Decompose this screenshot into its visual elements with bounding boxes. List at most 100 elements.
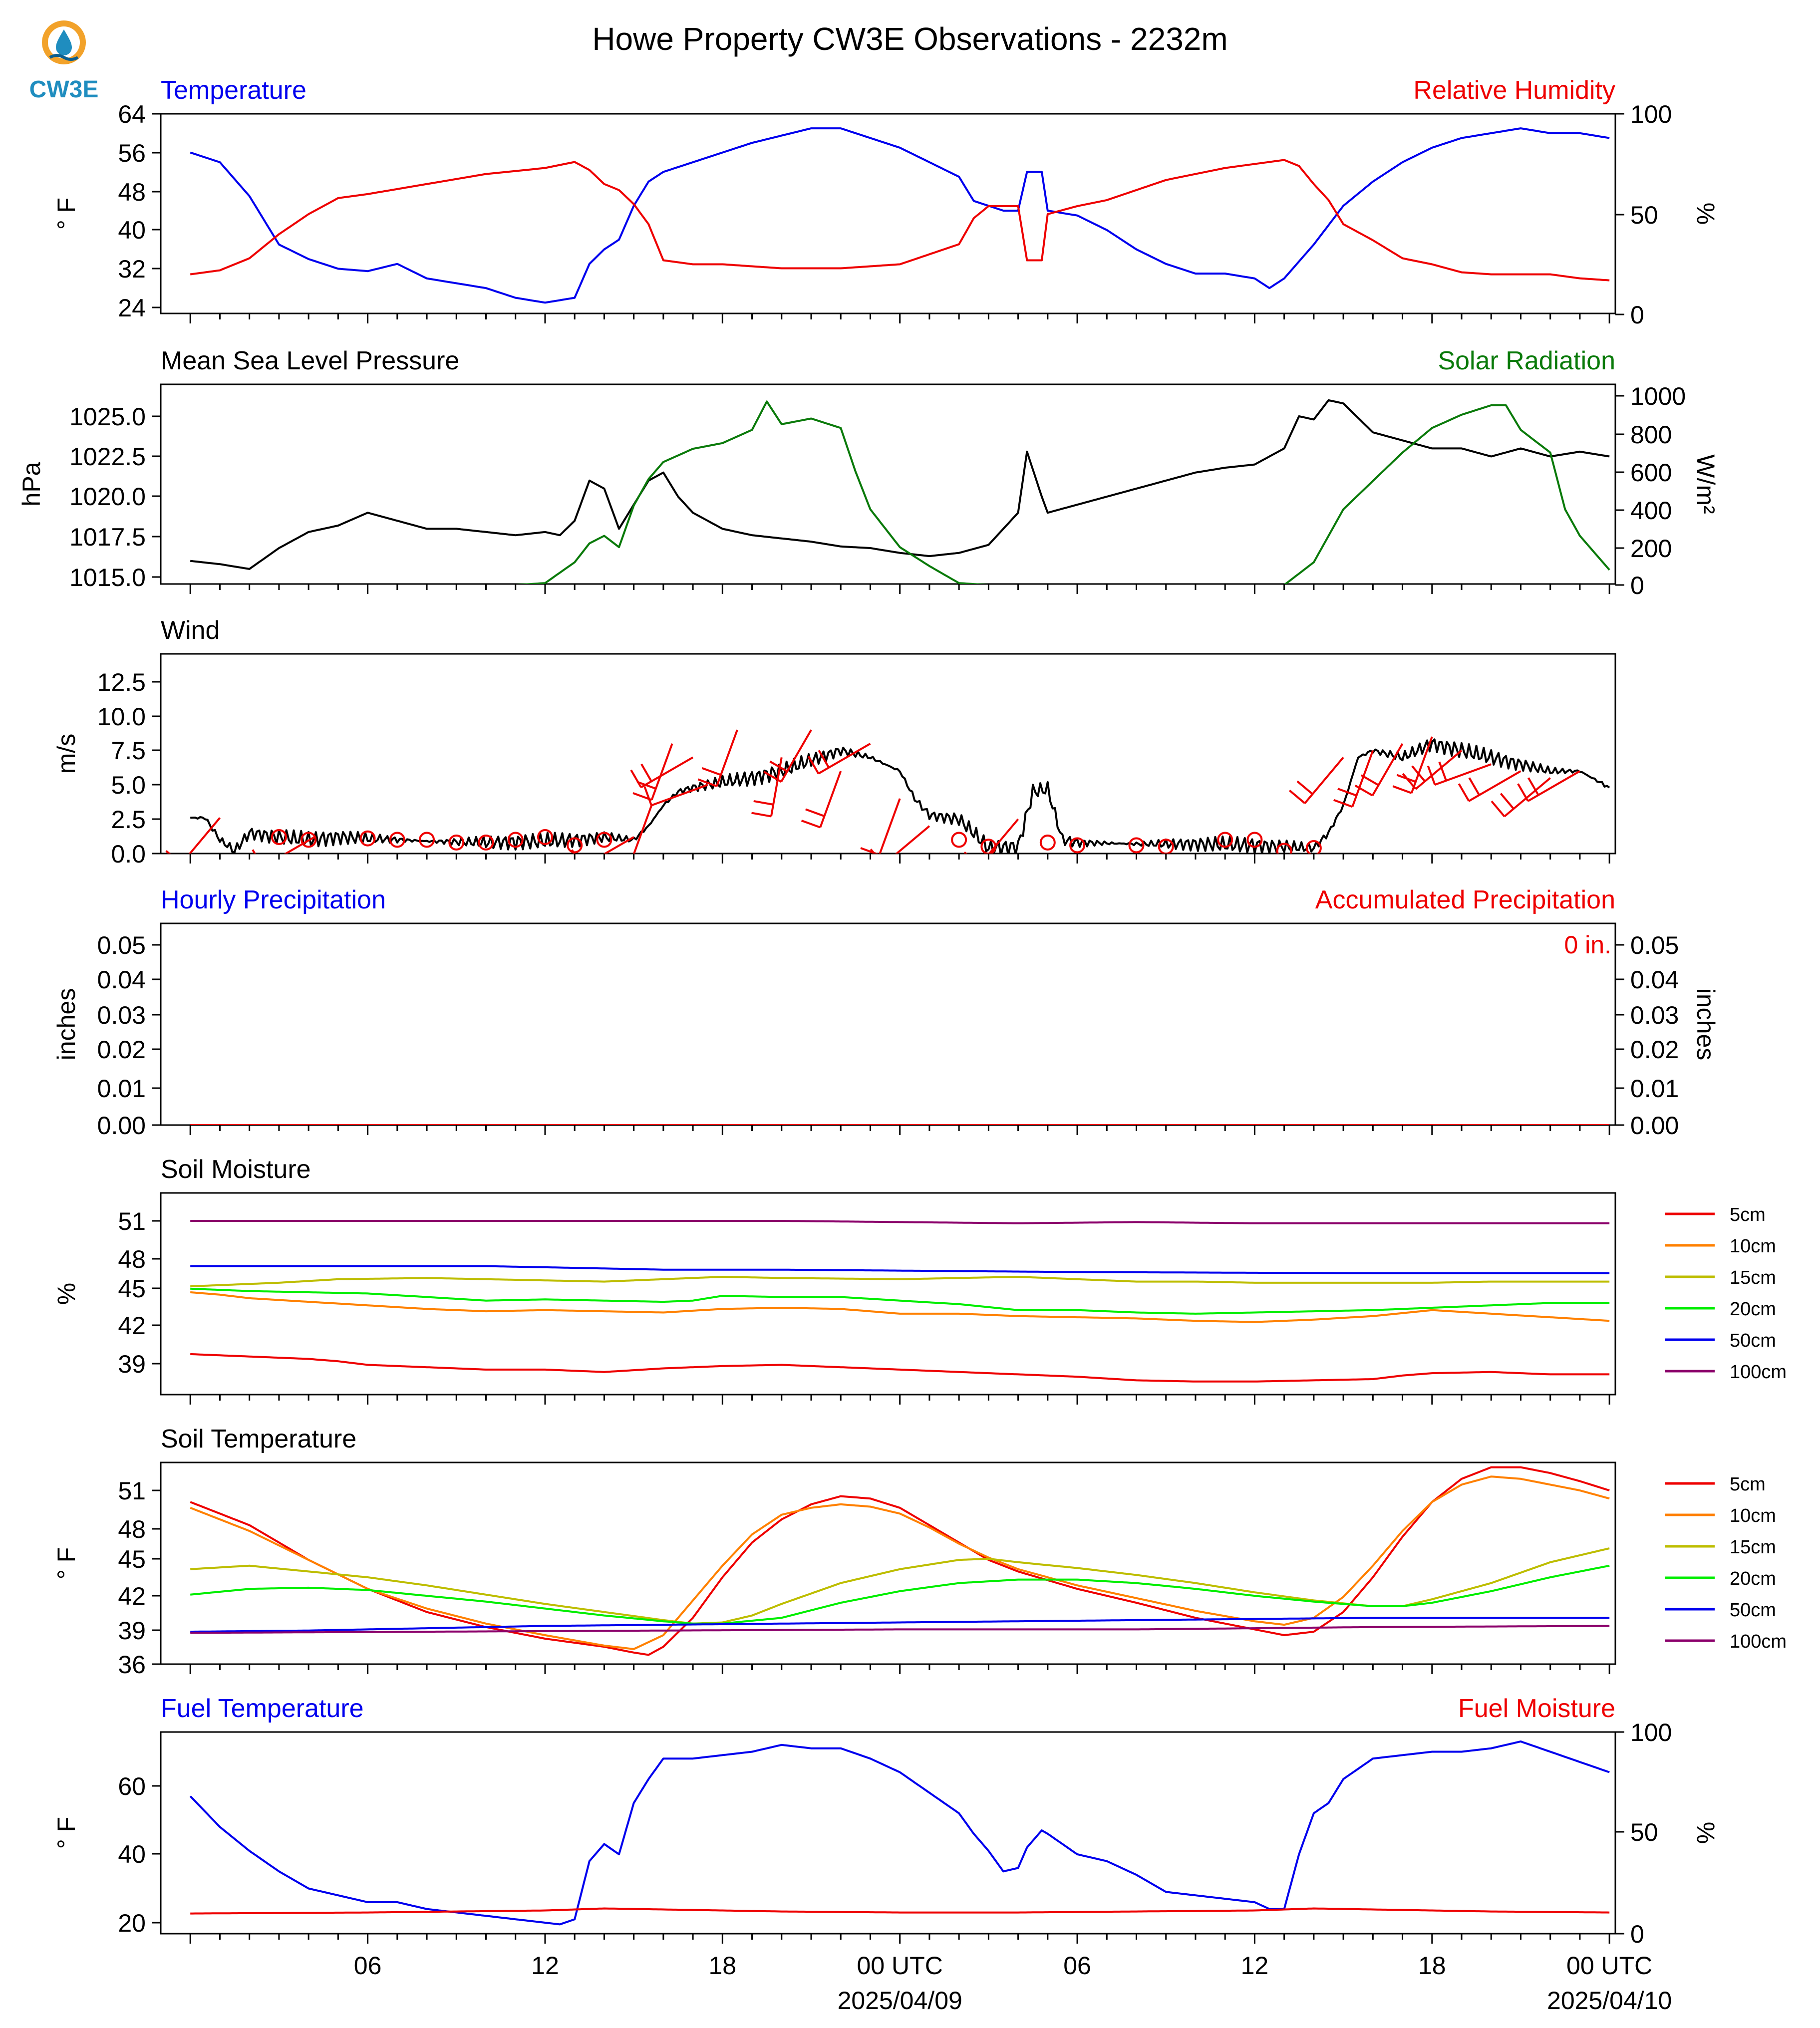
barb-feather	[1438, 761, 1447, 781]
calm-marker	[271, 829, 287, 845]
panel-title-left: Mean Sea Level Pressure	[161, 346, 459, 375]
barb-staff	[1371, 743, 1404, 796]
barb-staff	[818, 743, 871, 775]
barb-staff	[188, 817, 221, 854]
y2-tick-label: 0	[1630, 301, 1644, 329]
x-tick-label: 12	[1241, 1952, 1269, 1980]
y-tick-label: 20	[118, 1909, 146, 1937]
barb-feather	[1296, 780, 1313, 795]
panel-wind: Wind 12.5 10.0 7.5 5.0 2.5 0.0 m/s	[52, 616, 1616, 868]
series-line-solar-radiation	[190, 400, 1610, 584]
legend-label: 20cm	[1730, 1299, 1776, 1320]
barb-feather	[640, 763, 652, 782]
series-line-100cm	[190, 1220, 1610, 1224]
barb-feather	[1411, 765, 1426, 782]
y2-tick-label: 200	[1630, 535, 1672, 563]
legend-label: 10cm	[1730, 1236, 1776, 1257]
y2-tick-label: 0.02	[1630, 1036, 1679, 1064]
barb-feather	[1500, 793, 1515, 810]
y-tick-label: 39	[118, 1617, 146, 1645]
y-tick-label: 0.00	[97, 1112, 146, 1140]
series-line-20cm	[190, 1287, 1610, 1315]
barb-staff	[780, 729, 812, 783]
barb-feather	[630, 769, 642, 788]
calm-marker	[301, 832, 317, 848]
plot-frame	[160, 922, 1616, 1126]
y-tick-label: 40	[118, 1840, 146, 1868]
panel-title-left: Wind	[161, 616, 220, 645]
barb-feather	[1427, 765, 1436, 785]
cw3e-logo: CW3E	[29, 20, 99, 103]
calm-marker	[1158, 839, 1174, 854]
y2-axis-label: %	[1692, 1822, 1720, 1844]
series-group	[190, 1466, 1610, 1656]
calm-marker	[389, 832, 405, 848]
y-tick-label: 51	[118, 1207, 146, 1235]
y2-axis-label: %	[1692, 203, 1720, 225]
y-tick-label: 0.02	[97, 1036, 146, 1064]
legend-label: 100cm	[1730, 1631, 1787, 1652]
barb-feather	[1468, 777, 1481, 796]
barb-feather	[1392, 785, 1412, 794]
y-tick-label: 48	[118, 1245, 146, 1273]
series-group	[190, 399, 1610, 584]
barb-feather	[801, 820, 821, 829]
x-tick-label: 06	[1063, 1952, 1091, 1980]
y-axis-label: ° F	[52, 1817, 80, 1849]
y-tick-label: 7.5	[111, 737, 146, 765]
barb-staff	[640, 756, 694, 789]
calm-marker	[1128, 837, 1145, 854]
panel-temp_rh: Temperature Relative Humidity 64 56 48 40 32 24…	[52, 76, 1720, 329]
logo-wave-icon	[49, 54, 79, 61]
barb-feather	[643, 786, 652, 806]
x-tick-label: 18	[709, 1952, 737, 1980]
x-tick-label: 18	[1418, 1952, 1446, 1980]
series-group	[190, 127, 1610, 304]
calm-marker	[596, 832, 612, 848]
panel-mslp_solar: Mean Sea Level Pressure Solar Radiation 10…	[17, 346, 1720, 599]
panel-title-left: Soil Temperature	[161, 1425, 356, 1453]
y-axis-label: ° F	[52, 1547, 80, 1579]
panel-title-left: Soil Moisture	[161, 1155, 311, 1184]
y2-tick-label: 0.03	[1630, 1001, 1679, 1029]
y-tick-label: 45	[118, 1545, 146, 1573]
y2-tick-label: 1000	[1630, 382, 1686, 410]
calm-marker	[537, 829, 553, 845]
series-line-20cm	[190, 1564, 1610, 1625]
barb-staff	[716, 729, 738, 787]
series-group	[190, 1220, 1610, 1383]
y-tick-label: 0.03	[97, 1001, 146, 1029]
calm-marker	[359, 830, 376, 847]
y-tick-label: 5.0	[111, 771, 146, 799]
calm-marker	[1246, 832, 1263, 848]
barb-feather	[763, 771, 782, 783]
y2-axis-label: inches	[1692, 988, 1720, 1061]
legend-label: 5cm	[1730, 1204, 1766, 1225]
legend-label: 20cm	[1730, 1568, 1776, 1589]
barb-feather	[753, 800, 774, 806]
y2-tick-label: 600	[1630, 459, 1672, 487]
y-tick-label: 56	[118, 139, 146, 167]
logo-text: CW3E	[29, 76, 99, 103]
barb-staff	[651, 784, 708, 807]
y2-tick-label: 0.00	[1630, 1112, 1679, 1140]
barb-feather	[1402, 773, 1417, 790]
y2-tick-label: 0	[1630, 572, 1644, 599]
barb-staff	[1415, 750, 1463, 790]
barb-feather	[1289, 790, 1306, 804]
y-tick-label: 48	[118, 178, 146, 206]
y-tick-label: 2.5	[111, 806, 146, 834]
series-line-fuel-temperature	[189, 1740, 1610, 1926]
y-tick-label: 51	[118, 1477, 146, 1505]
barb-staff	[819, 771, 842, 828]
panel-precip: Hourly Precipitation Accumulated Precipit…	[52, 885, 1720, 1140]
plot-frame	[160, 1731, 1616, 1935]
accumulated-annotation: 0 in.	[1564, 931, 1611, 959]
barb-feather	[1354, 785, 1373, 797]
y-axis-label: ° F	[52, 198, 80, 230]
y-tick-label: 24	[118, 294, 146, 322]
barb-staff	[603, 836, 634, 854]
y-tick-label: 0.01	[97, 1075, 146, 1103]
series-line-10cm	[190, 1291, 1610, 1323]
